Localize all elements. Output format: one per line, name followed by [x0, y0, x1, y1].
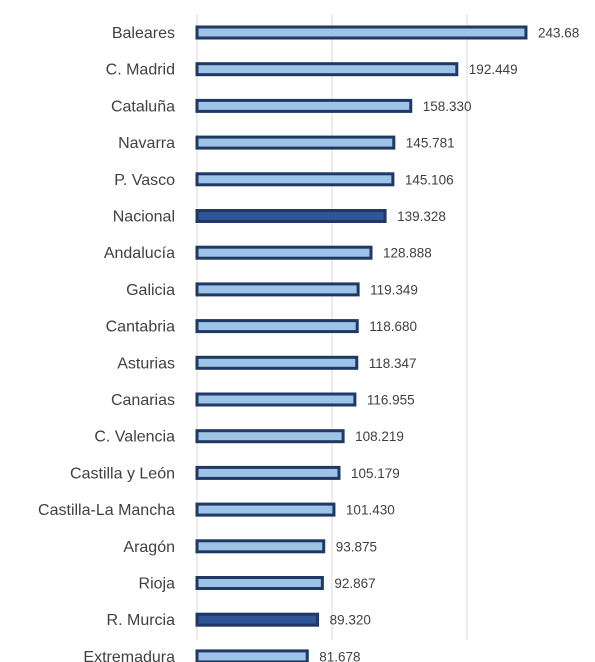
- bar: [195, 576, 324, 590]
- category-label: Galicia: [126, 282, 175, 299]
- bar: [195, 209, 387, 223]
- value-label: 116.955: [367, 393, 415, 408]
- bar: [195, 539, 326, 554]
- value-label: 139.328: [397, 209, 446, 224]
- value-label: 92.867: [334, 576, 375, 591]
- value-label: 118.347: [369, 356, 417, 371]
- bar: [195, 172, 395, 187]
- category-label: Cantabria: [106, 319, 175, 336]
- category-label: Castilla y León: [70, 465, 175, 482]
- bar: [195, 135, 396, 150]
- category-labels: Baleares C. Madrid Cataluña Navarra P. Vasco…: [38, 25, 175, 662]
- value-label: 145.106: [405, 172, 454, 187]
- category-label: C. Valencia: [94, 429, 175, 446]
- bar: [195, 465, 341, 480]
- bar: [195, 62, 459, 77]
- category-label: Nacional: [113, 209, 175, 226]
- value-labels: 243.68 192.449 158.330 145.781 145.106 139.32…: [319, 26, 579, 662]
- bar: [195, 429, 345, 444]
- bar: [195, 649, 309, 662]
- bar: [195, 98, 413, 113]
- bar: [195, 25, 528, 40]
- value-label: 108.219: [355, 429, 404, 444]
- category-label: Andalucía: [104, 245, 175, 262]
- bar: [195, 502, 336, 517]
- bars: [195, 25, 528, 662]
- value-label: 89.320: [330, 613, 371, 628]
- value-label: 105.179: [351, 466, 400, 481]
- bar: [195, 392, 357, 407]
- bar: [195, 319, 359, 334]
- value-label: 101.430: [346, 503, 395, 518]
- category-label: Aragón: [123, 539, 175, 556]
- value-label: 119.349: [370, 282, 418, 297]
- category-label: C. Madrid: [106, 62, 175, 79]
- category-label: Asturias: [117, 355, 175, 372]
- category-label: Cataluña: [111, 98, 175, 115]
- bar: [195, 612, 320, 627]
- value-label: 118.680: [369, 319, 417, 334]
- category-label: R. Murcia: [107, 612, 176, 629]
- value-label: 128.888: [383, 246, 432, 261]
- value-label: 81.678: [319, 649, 360, 662]
- value-label: 145.781: [406, 136, 455, 151]
- category-label: Canarias: [111, 392, 175, 409]
- bar: [195, 355, 359, 370]
- value-label: 93.875: [336, 539, 377, 554]
- category-label: Extremadura: [83, 649, 175, 662]
- value-label: 192.449: [469, 62, 518, 77]
- value-label: 158.330: [423, 99, 472, 114]
- category-label: Rioja: [139, 576, 176, 593]
- bar: [195, 245, 373, 260]
- value-label: 243.68: [538, 26, 579, 41]
- category-label: Castilla-La Mancha: [38, 502, 175, 519]
- bar: [195, 282, 360, 297]
- category-label: P. Vasco: [114, 172, 175, 189]
- category-label: Baleares: [112, 25, 175, 42]
- category-label: Navarra: [118, 135, 175, 152]
